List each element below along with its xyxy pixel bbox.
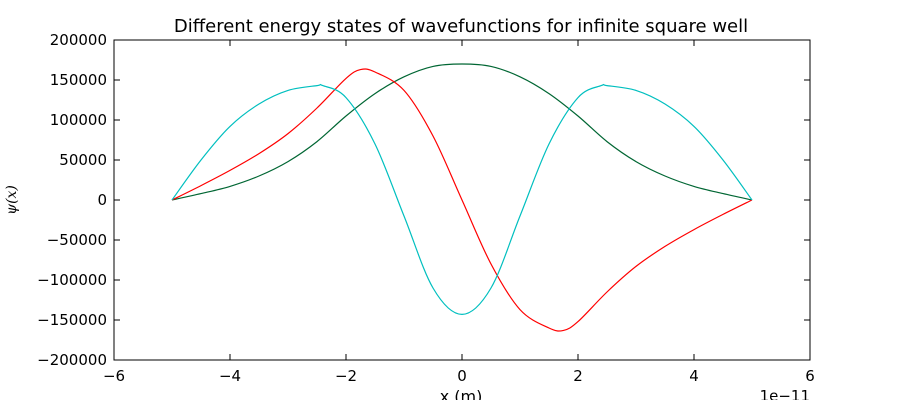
y-tick-label: −150000 [37, 311, 107, 329]
x-axis-offset-label: 1e−11 [760, 387, 810, 400]
series-line-3 [171, 83, 753, 316]
series-line-2 [171, 68, 753, 332]
x-tick-label: −2 [335, 367, 357, 385]
x-tick-label: −4 [219, 367, 241, 385]
y-tick-label: −50000 [47, 231, 107, 249]
chart-title: Different energy states of wavefunctions… [174, 16, 748, 37]
y-axis-label: ψ(x) [4, 185, 20, 215]
y-tick-label: 150000 [50, 71, 107, 89]
x-tick-label: −6 [103, 367, 125, 385]
y-tick-label: 100000 [50, 111, 107, 129]
y-tick-label: −100000 [37, 271, 107, 289]
x-tick-label: 4 [689, 367, 699, 385]
plot-lines [171, 63, 753, 332]
x-axis-label: x (m) [440, 387, 483, 400]
x-tick-label: 2 [573, 367, 583, 385]
y-axis-ticks: −200000 −150000 −100000 −50000 0 50000 100000 1… [37, 31, 810, 369]
y-tick-label: 50000 [59, 151, 107, 169]
y-tick-label: 0 [97, 191, 107, 209]
y-tick-label: 200000 [50, 31, 107, 49]
x-tick-label: 0 [457, 367, 467, 385]
y-tick-label: −200000 [37, 351, 107, 369]
x-axis-ticks: −6 −4 −2 0 2 4 6 [103, 40, 815, 385]
x-tick-label: 6 [805, 367, 815, 385]
series-line-1 [171, 63, 753, 201]
